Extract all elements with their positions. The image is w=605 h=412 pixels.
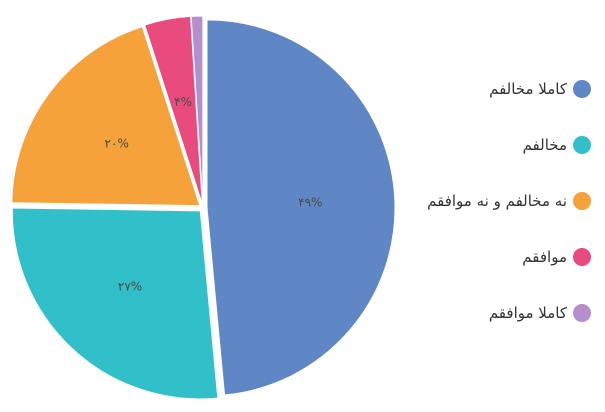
pie-slice-3 [11,26,201,207]
pie-slice-label-2: ۲۷% [118,279,142,293]
pie-slice-4 [144,15,203,205]
pie-slice-labels: ۴۹% ۲۷% ۲۰% ۴% [105,95,323,293]
pie-slice-2 [11,207,219,400]
legend-label: مخالفم [522,136,567,154]
pie-slice-1 [206,19,396,396]
legend-swatch-icon [573,248,591,266]
legend-swatch-icon [573,304,591,322]
pie-slice-label-4: ۴% [174,95,192,109]
legend-swatch-icon [573,192,591,210]
legend-item-3: نه مخالفم و نه موافقم [427,184,591,218]
pie-slice-label-3: ۲۰% [105,137,129,151]
legend-item-4: موافقم [427,240,591,274]
legend-item-2: مخالفم [427,128,591,162]
pie-slices [11,15,396,400]
legend-item-1: کاملا مخالفم [427,72,591,106]
legend-label: کاملا موافقم [488,304,567,322]
legend-item-5: کاملا موافقم [427,296,591,330]
legend-swatch-icon [573,80,591,98]
legend-label: کاملا مخالفم [489,80,567,98]
chart-legend: کاملا مخالفم مخالفم نه مخالفم و نه موافقم م… [427,72,591,352]
pie-slice-5 [190,15,204,205]
legend-label: موافقم [522,248,567,266]
pie-slice-label-1: ۴۹% [298,195,322,209]
legend-label: نه مخالفم و نه موافقم [427,192,567,210]
legend-swatch-icon [573,136,591,154]
